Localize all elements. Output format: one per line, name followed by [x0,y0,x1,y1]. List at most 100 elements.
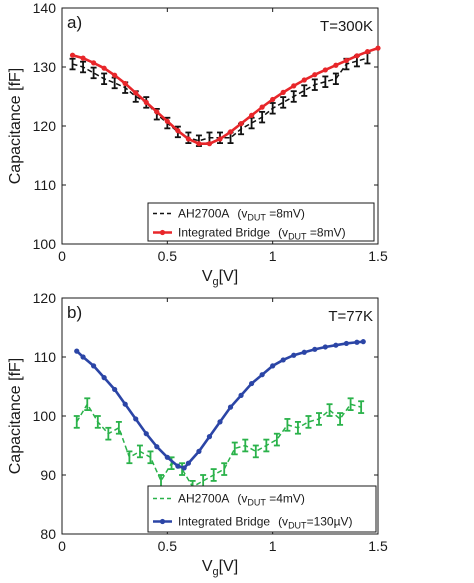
data-point [196,141,202,147]
legend-entry-pre: (v [237,492,247,506]
error-bar [294,420,301,435]
x-axis-label-unit: [V] [219,268,239,285]
data-point [270,96,276,103]
legend-entry: Integrated Bridge (vDUT =8mV) [178,226,346,242]
data-point [185,460,191,466]
data-point [360,339,366,345]
data-point [175,463,181,469]
temperature-annotation: T=77K [328,308,373,325]
x-tick-label: 1 [269,538,277,554]
error-bar [364,51,371,65]
legend-entry-post: =8mV) [307,226,346,240]
series-0 [69,51,371,147]
data-point [175,128,181,134]
error-bar [301,84,308,97]
data-point [291,83,297,89]
data-point [206,434,213,440]
legend-swatch-marker [159,518,166,525]
data-point [301,349,307,355]
chart-panel-a: 0 0.5 1 1.5 100 110 120 130 140 Capacitance [fF] V… [7,0,388,288]
error-bar [111,76,118,90]
legend-swatch-marker [159,229,166,236]
data-point [164,454,170,460]
data-point [280,357,286,363]
data-point [354,53,360,59]
data-point [154,109,160,115]
data-point [181,465,187,471]
series-0 [73,397,365,494]
error-bar [259,110,266,124]
legend-entry: AH2700A (vDUT =8mV) [178,207,305,223]
data-point [354,339,360,345]
series-line [76,402,362,488]
x-tick-label: 0 [58,538,66,554]
data-point [154,444,160,450]
x-axis-label: Vg[V] [202,558,238,578]
data-point [259,372,265,378]
data-point [122,80,128,87]
y-tick-label: 90 [40,467,56,483]
data-point [249,380,255,387]
x-tick-label: 0.5 [158,538,178,554]
error-bar [242,438,249,453]
x-axis-label-sub: g [212,276,218,288]
error-bar [252,444,259,459]
legend-box [147,202,375,242]
series-line [72,46,379,145]
series-1 [74,339,366,471]
y-axis-label: Capacitance [fF] [7,358,24,475]
legend-box [147,485,377,533]
series-1 [69,45,381,147]
error-bar [347,397,354,412]
data-point [217,136,223,142]
legend-entry-post: =8mV) [266,207,305,221]
chart-panel-b: 0 0.5 1 1.5 80 90 100 110 120 Capacitance [fF] Vg[… [7,290,388,578]
legend-entry: AH2700A (vDUT =4mV) [178,492,305,508]
error-bar [84,397,91,412]
error-bar [337,412,344,426]
error-bar [94,415,101,429]
error-bar [73,415,80,429]
data-point [238,121,244,127]
data-point [133,90,139,96]
data-point [91,363,97,369]
data-point [112,386,118,393]
error-bar [126,450,133,465]
error-bar [311,78,318,91]
data-point [280,89,286,95]
y-axis-label: Capacitance [fF] [7,68,24,185]
error-bar [105,426,112,441]
data-point [343,57,349,64]
data-point [133,416,139,422]
error-bar [90,66,97,80]
error-bar [147,450,154,465]
data-point [74,348,80,354]
error-bar [69,57,76,71]
legend-entry-name: AH2700A [178,492,229,506]
x-tick-label: 1.5 [368,538,388,554]
data-point [322,67,328,73]
panel-label: a) [67,13,82,32]
legend-entry-sub: DUT [247,498,266,508]
temperature-annotation: T=300K [320,18,373,35]
legend-entry-sub: DUT [288,521,307,531]
legend-entry-post: =130µV) [307,515,353,529]
data-point [206,141,213,147]
error-bar [358,400,365,414]
data-point [217,419,223,425]
legend-entry-pre: (v [278,515,288,529]
y-tick-label: 110 [34,349,57,365]
x-tick-label: 1 [269,248,277,264]
legend-entry-pre: (v [237,207,247,221]
data-point [80,55,86,61]
data-point [164,118,170,124]
data-point [143,99,149,105]
data-point [301,77,307,83]
error-bar [273,432,280,447]
error-bar [80,60,87,74]
legend-entry-sub: DUT [288,232,307,242]
data-point [333,342,339,348]
error-bar [248,116,255,130]
error-bar [263,438,270,453]
